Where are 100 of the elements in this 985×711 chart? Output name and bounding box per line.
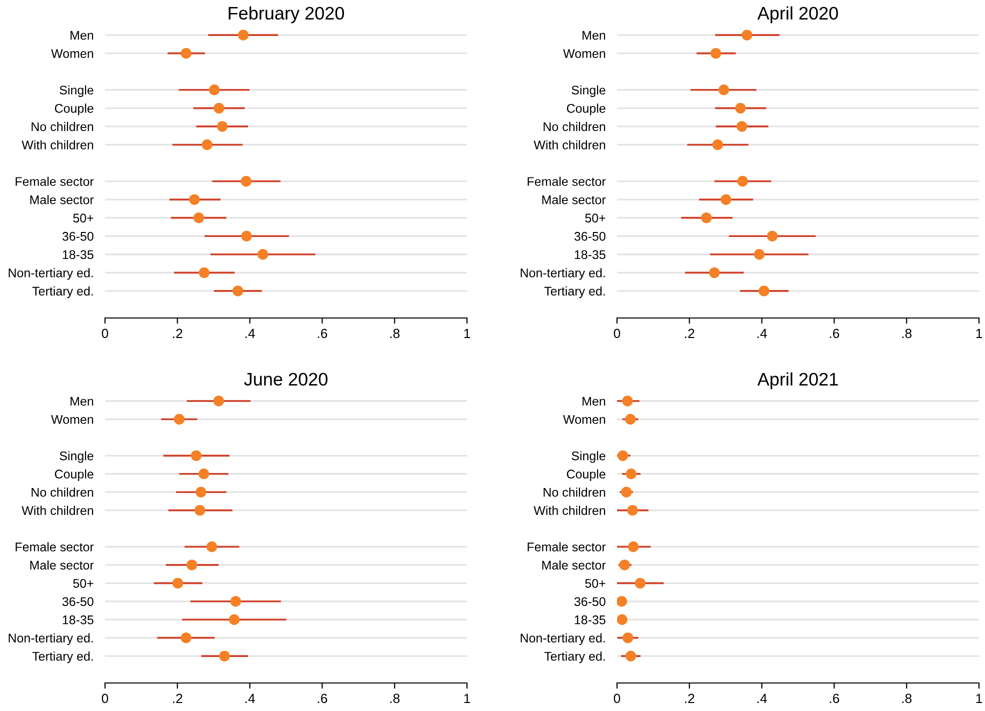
point — [617, 450, 628, 462]
x-tick-label: .8 — [390, 328, 400, 338]
point — [628, 541, 639, 552]
point — [625, 650, 636, 662]
x-tick-label: .6 — [830, 694, 840, 704]
y-tick-label: 18-35 — [574, 250, 606, 260]
point — [230, 596, 242, 607]
y-tick-label: No children — [32, 122, 94, 132]
y-tick-label: Male sector — [542, 560, 606, 570]
x-tick-label: .4 — [246, 694, 255, 703]
y-tick-label: With children — [22, 140, 94, 150]
x-tick-label: .6 — [318, 328, 328, 338]
point — [712, 139, 723, 150]
y-tick-label: Male sector — [542, 195, 606, 204]
point — [619, 560, 630, 570]
y-tick-label: Single — [60, 85, 94, 98]
y-tick-label: Couple — [54, 469, 94, 482]
x-tick-label: 0 — [614, 328, 620, 338]
y-tick-label: 36-50 — [574, 597, 606, 606]
point — [701, 212, 712, 224]
x-tick-label: .2 — [173, 328, 182, 338]
y-tick-label: Women — [563, 49, 606, 58]
point — [718, 84, 730, 96]
point — [180, 632, 192, 644]
point — [206, 541, 218, 552]
y-tick-label: Tertiary ed. — [32, 286, 93, 298]
y-tick-label: Women — [51, 415, 94, 424]
y-tick-label: 18-35 — [62, 615, 94, 624]
y-tick-label: 18-35 — [62, 250, 94, 260]
y-tick-label: Single — [60, 451, 94, 463]
y-tick-label: No children — [544, 488, 606, 497]
x-tick-label: .2 — [173, 694, 182, 703]
x-tick-label: 1 — [464, 328, 470, 338]
point — [742, 30, 752, 40]
point — [186, 560, 198, 570]
y-tick-label: 36-50 — [62, 232, 94, 241]
x-tick-label: 1 — [976, 328, 982, 338]
point — [625, 414, 636, 425]
y-tick-label: Couple — [54, 104, 94, 116]
y-tick-label: Men — [70, 30, 94, 40]
y-tick-label: Couple — [566, 104, 606, 116]
x-tick-label: .4 — [758, 328, 767, 338]
y-tick-label: With children — [22, 506, 94, 515]
y-tick-label: Tertiary ed. — [32, 652, 93, 664]
point — [198, 267, 210, 278]
point — [238, 30, 249, 40]
point — [194, 504, 206, 516]
point — [180, 48, 192, 59]
point — [621, 486, 632, 498]
point — [198, 468, 210, 480]
y-tick-label: 36-50 — [62, 597, 94, 606]
y-tick-label: 50+ — [585, 214, 606, 222]
y-tick-label: Non-tertiary ed. — [520, 268, 605, 280]
x-tick-label: .6 — [318, 694, 328, 704]
y-tick-label: Female sector — [16, 542, 94, 552]
chart-title: June 2020 — [244, 372, 328, 386]
y-tick-label: Female sector — [528, 542, 606, 552]
chart-title: April 2020 — [757, 6, 838, 24]
y-tick-label: Single — [572, 85, 606, 98]
point — [622, 396, 633, 406]
x-tick-label: 0 — [102, 328, 108, 338]
point — [626, 468, 636, 480]
point — [622, 632, 634, 644]
point — [172, 578, 184, 589]
x-tick-label: .4 — [246, 328, 255, 338]
point — [617, 596, 628, 607]
y-tick-label: 50+ — [73, 578, 94, 588]
y-tick-label: Non-tertiary ed. — [520, 633, 605, 645]
point — [634, 578, 646, 589]
point — [202, 139, 212, 150]
y-tick-label: 36-50 — [574, 232, 606, 241]
y-tick-label: Male sector — [30, 560, 94, 570]
point — [627, 504, 638, 516]
point — [190, 450, 202, 462]
point — [216, 121, 228, 132]
y-tick-label: Women — [563, 415, 606, 424]
x-tick-label: 0 — [102, 694, 108, 704]
y-tick-label: Tertiary ed. — [544, 286, 605, 298]
y-tick-label: 50+ — [585, 578, 606, 588]
point — [196, 486, 206, 498]
point — [758, 286, 770, 296]
chart-title: February 2020 — [228, 6, 344, 24]
x-tick-label: .8 — [902, 328, 912, 338]
y-tick-label: Women — [51, 49, 94, 58]
point — [617, 614, 628, 625]
x-tick-label: .4 — [758, 694, 767, 703]
point — [214, 102, 224, 114]
y-tick-label: Couple — [566, 469, 606, 482]
y-tick-label: No children — [32, 488, 94, 497]
y-tick-label: Men — [582, 396, 606, 406]
y-tick-label: With children — [534, 140, 606, 150]
y-tick-label: Non-tertiary ed. — [8, 268, 93, 280]
x-tick-label: .2 — [685, 328, 694, 338]
point — [208, 84, 220, 96]
y-tick-label: Single — [572, 451, 606, 463]
x-tick-label: .2 — [685, 694, 694, 703]
y-tick-label: 50+ — [73, 214, 94, 222]
y-tick-label: Non-tertiary ed. — [8, 633, 93, 645]
point — [241, 230, 252, 242]
point — [228, 614, 240, 625]
